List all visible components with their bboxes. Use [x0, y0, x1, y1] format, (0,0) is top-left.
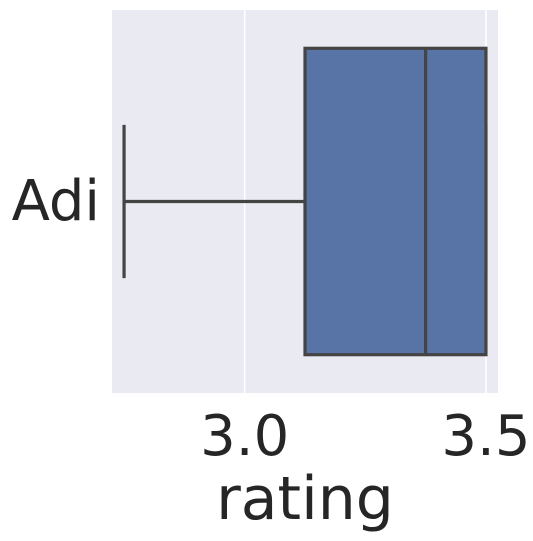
x-tick-label: 3.5 — [441, 404, 530, 469]
boxes-layer — [122, 46, 488, 357]
box-iqr — [303, 46, 488, 357]
x-tick-labels: 3.0 3.5 — [200, 404, 530, 469]
x-axis-label: rating — [216, 464, 394, 534]
x-tick-label: 3.0 — [200, 404, 289, 469]
category-tick-label: Adi — [12, 169, 100, 234]
category-tick-labels: Adi — [12, 169, 100, 234]
